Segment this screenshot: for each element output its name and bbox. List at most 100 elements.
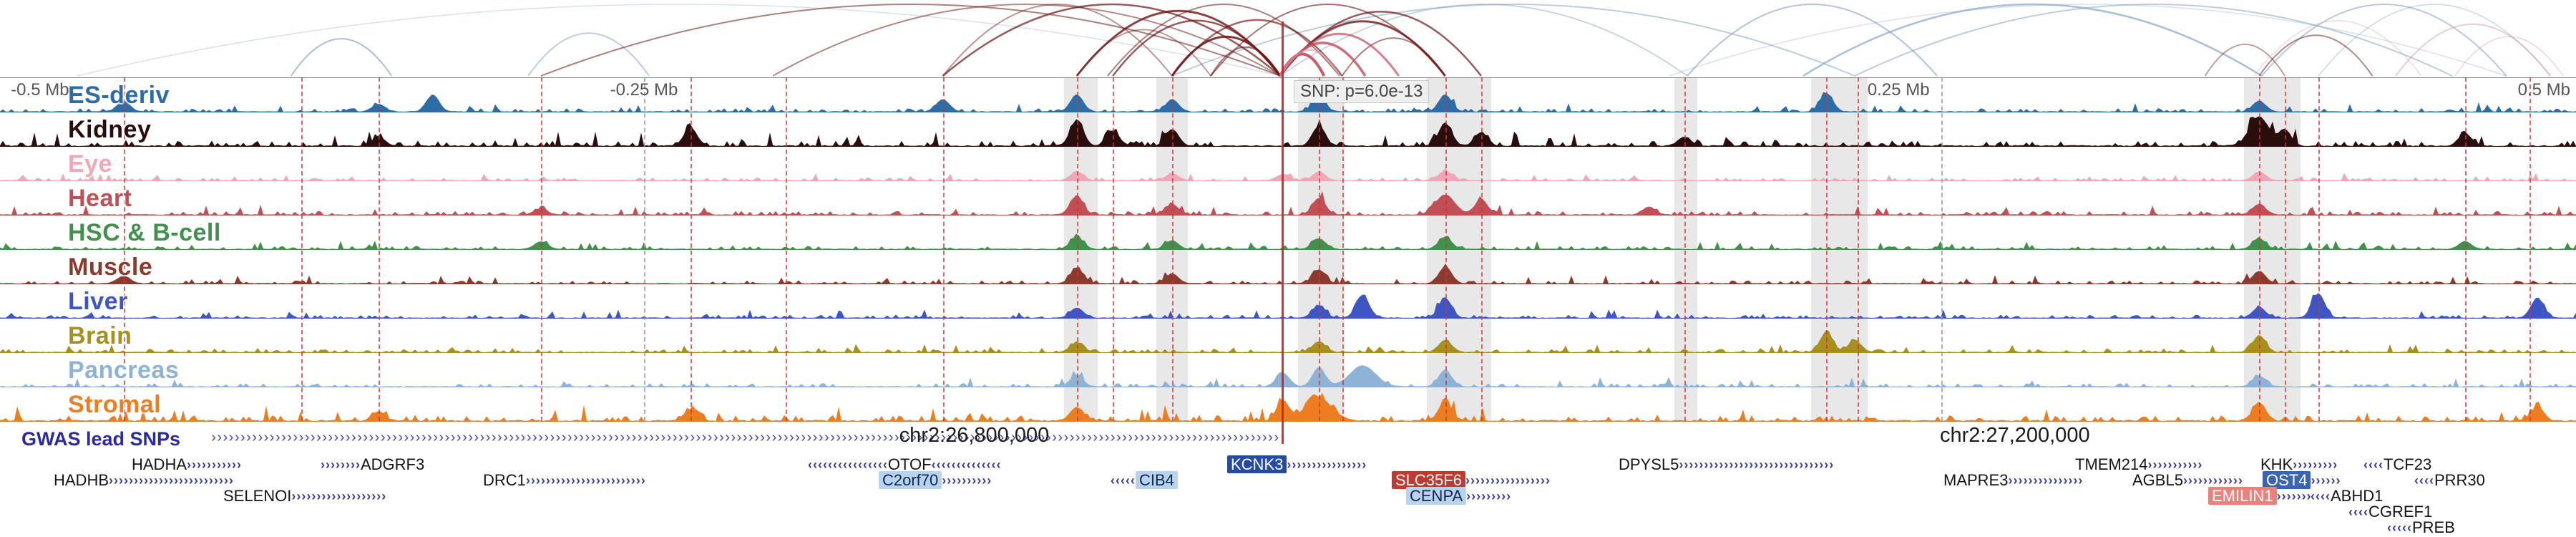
interaction-arc bbox=[942, 4, 1173, 77]
snp-highlight-line bbox=[1826, 77, 1828, 421]
track-label-kidney[interactable]: Kidney bbox=[68, 116, 152, 143]
gene-name: EMILIN1 bbox=[2208, 487, 2277, 505]
track-label-hsc-b-cell[interactable]: HSC & B-cell bbox=[68, 219, 221, 246]
track-label-heart[interactable]: Heart bbox=[68, 185, 132, 212]
gene-name: PRR30 bbox=[2434, 471, 2485, 489]
strand-arrows: ›››››› bbox=[2311, 473, 2341, 488]
snp-highlight-line bbox=[1684, 77, 1687, 421]
strand-arrows: ‹‹‹‹‹‹‹‹‹‹‹‹‹‹‹‹ bbox=[808, 458, 888, 472]
gene-cib4[interactable]: ‹‹‹‹‹ CIB4 bbox=[1111, 471, 1178, 490]
ruler-label: -0.5 Mb bbox=[11, 80, 69, 100]
signal-track-brain[interactable] bbox=[0, 319, 2576, 353]
strand-arrows: ›››››››››››››››››››››››› bbox=[525, 473, 646, 488]
gene-prr30[interactable]: ‹‹‹‹PRR30 bbox=[2414, 471, 2485, 490]
gwas-lead-snps-label: GWAS lead SNPs bbox=[21, 428, 181, 450]
strand-arrows: ››››››››››››››››› bbox=[1465, 473, 1551, 488]
gene-dpysl5[interactable]: DPYSL5››››››››››››››››››››››››››››››› bbox=[1619, 455, 1834, 474]
strand-arrows: ›››››››› bbox=[321, 458, 361, 472]
gene-preb[interactable]: ‹‹‹‹‹PREB bbox=[2387, 518, 2455, 537]
strand-arrows: ‹‹‹‹ bbox=[2363, 458, 2384, 472]
gene-name: SELENOI bbox=[223, 487, 292, 505]
signal-track-stromal[interactable] bbox=[0, 387, 2576, 422]
snp-highlight-line bbox=[786, 77, 787, 421]
track-label-brain[interactable]: Brain bbox=[68, 322, 132, 349]
signal-track-eye[interactable] bbox=[0, 147, 2576, 181]
gene-name: OTOF bbox=[887, 455, 932, 473]
gene-agbl5[interactable]: AGBL5›››››››››››› bbox=[2132, 471, 2243, 490]
signal-track-heart[interactable] bbox=[0, 181, 2576, 216]
gwas-lead-snps-track[interactable]: ››››››››››››››››››››››››››››››››››››››››… bbox=[211, 430, 1279, 445]
gene-cgref1[interactable]: ‹‹‹‹CGREF1 bbox=[2348, 503, 2432, 521]
interaction-arc bbox=[2204, 43, 2285, 77]
gene-cenpa[interactable]: CENPA ››››››››› bbox=[1406, 487, 1511, 505]
signal-area bbox=[0, 330, 2576, 353]
gene-name: HADHA bbox=[132, 455, 187, 473]
track-label-eye[interactable]: Eye bbox=[68, 150, 112, 178]
strand-arrows: ‹‹‹‹ bbox=[2311, 489, 2331, 503]
gene-emilin1[interactable]: EMILIN1 ››››››› bbox=[2208, 487, 2312, 505]
snp-highlight-line bbox=[379, 77, 381, 421]
strand-arrows: ‹‹‹‹‹ bbox=[1111, 473, 1136, 488]
strand-arrows: ››››››››››››››››››› bbox=[291, 489, 387, 503]
track-label-muscle[interactable]: Muscle bbox=[68, 253, 153, 281]
interaction-arc bbox=[1802, 3, 2263, 77]
gene-mapre3[interactable]: MAPRE3››››››››››››››› bbox=[1943, 471, 2083, 490]
gene-khk[interactable]: KHK››››››››› bbox=[2260, 455, 2338, 474]
interaction-arc bbox=[942, 3, 1282, 77]
snp-highlight-line bbox=[301, 77, 303, 421]
gene-otof[interactable]: ‹‹‹‹‹‹‹‹‹‹‹‹‹‹‹‹OTOF‹‹‹‹‹‹‹‹‹‹‹‹‹‹ bbox=[808, 455, 1002, 474]
gene-name: DPYSL5 bbox=[1619, 455, 1679, 473]
gene-drc1[interactable]: DRC1›››››››››››››››››››››››› bbox=[483, 471, 646, 490]
snp-highlight-line bbox=[1319, 77, 1321, 421]
snp-highlight-line bbox=[2529, 77, 2532, 421]
signal-area bbox=[0, 365, 2576, 387]
strand-arrows: ››››››››››› bbox=[187, 458, 242, 472]
ruler-label: 0.5 Mb bbox=[2517, 80, 2570, 100]
interaction-arc bbox=[1076, 29, 1211, 77]
strand-arrows: ››››››››››››››››››››››››››››››› bbox=[1679, 458, 1835, 472]
gene-hadha[interactable]: HADHA››››››››››› bbox=[132, 455, 242, 474]
lead-snp-line bbox=[1282, 21, 1284, 444]
track-label-stromal[interactable]: Stromal bbox=[68, 391, 162, 418]
snp-highlight-line bbox=[1113, 77, 1115, 421]
snp-highlight-line bbox=[1481, 77, 1483, 421]
gene-hadhb[interactable]: HADHB››››››››››››››››››››››››› bbox=[54, 471, 234, 490]
gene-selenoi[interactable]: SELENOI››››››››››››››››››› bbox=[223, 487, 386, 505]
snp-highlight-line bbox=[2285, 77, 2287, 421]
gene-tcf23[interactable]: ‹‹‹‹TCF23 bbox=[2363, 455, 2431, 474]
snp-highlight-line bbox=[2259, 77, 2261, 421]
snp-highlight-line bbox=[1076, 77, 1078, 421]
gene-kcnk3[interactable]: KCNK3 ›››››››››››››››› bbox=[1227, 455, 1367, 474]
gene-name: DRC1 bbox=[483, 471, 526, 489]
track-label-liver[interactable]: Liver bbox=[68, 288, 128, 315]
gene-name: C2orf70 bbox=[879, 471, 942, 489]
coordinate-label-left: chr2:26,800,000 bbox=[899, 424, 1050, 447]
gene-c2orf70[interactable]: C2orf70 ›››››››››› bbox=[879, 471, 992, 490]
gene-ost4[interactable]: OST4 ›››››› bbox=[2263, 471, 2341, 490]
gene-tmem214[interactable]: TMEM214››››››››››› bbox=[2075, 455, 2202, 474]
gene-slc35f6[interactable]: SLC35F6 ››››››››››››››››› bbox=[1392, 471, 1551, 490]
interaction-arc bbox=[2395, 23, 2551, 77]
strand-arrows: ‹‹‹‹‹‹‹‹‹‹‹‹‹‹ bbox=[931, 458, 1002, 472]
interaction-arc bbox=[2261, 4, 2507, 77]
interaction-arc bbox=[1171, 19, 1343, 77]
strand-arrows: ››››››› bbox=[2276, 489, 2312, 503]
gene-name: HADHB bbox=[54, 471, 109, 489]
track-label-es-deriv[interactable]: ES-deriv bbox=[68, 82, 170, 109]
interaction-arc bbox=[540, 4, 1281, 77]
strand-arrows: ›››››››››››››››› bbox=[1287, 458, 1367, 472]
ruler-gridline bbox=[1941, 77, 1943, 421]
interaction-arc bbox=[77, 4, 1281, 77]
track-label-pancreas[interactable]: Pancreas bbox=[68, 357, 180, 384]
ruler-label: SNP: p=6.0e-13 bbox=[1294, 80, 1430, 103]
gene-name: MAPRE3 bbox=[1943, 471, 2009, 489]
snp-highlight-line bbox=[1857, 77, 1859, 421]
interaction-arc bbox=[1210, 46, 1282, 77]
strand-arrows: ››››››››››››››››››››››››› bbox=[109, 473, 234, 488]
signal-track-pancreas[interactable] bbox=[0, 353, 2576, 387]
signal-track-muscle[interactable] bbox=[0, 250, 2576, 284]
gene-adgrf3[interactable]: ››››››››ADGRF3 bbox=[321, 455, 424, 474]
gene-abhd1[interactable]: ‹‹‹‹ABHD1 bbox=[2311, 487, 2383, 505]
signal-track-es-deriv[interactable] bbox=[0, 78, 2576, 112]
interaction-arcs-layer bbox=[0, 0, 2576, 81]
